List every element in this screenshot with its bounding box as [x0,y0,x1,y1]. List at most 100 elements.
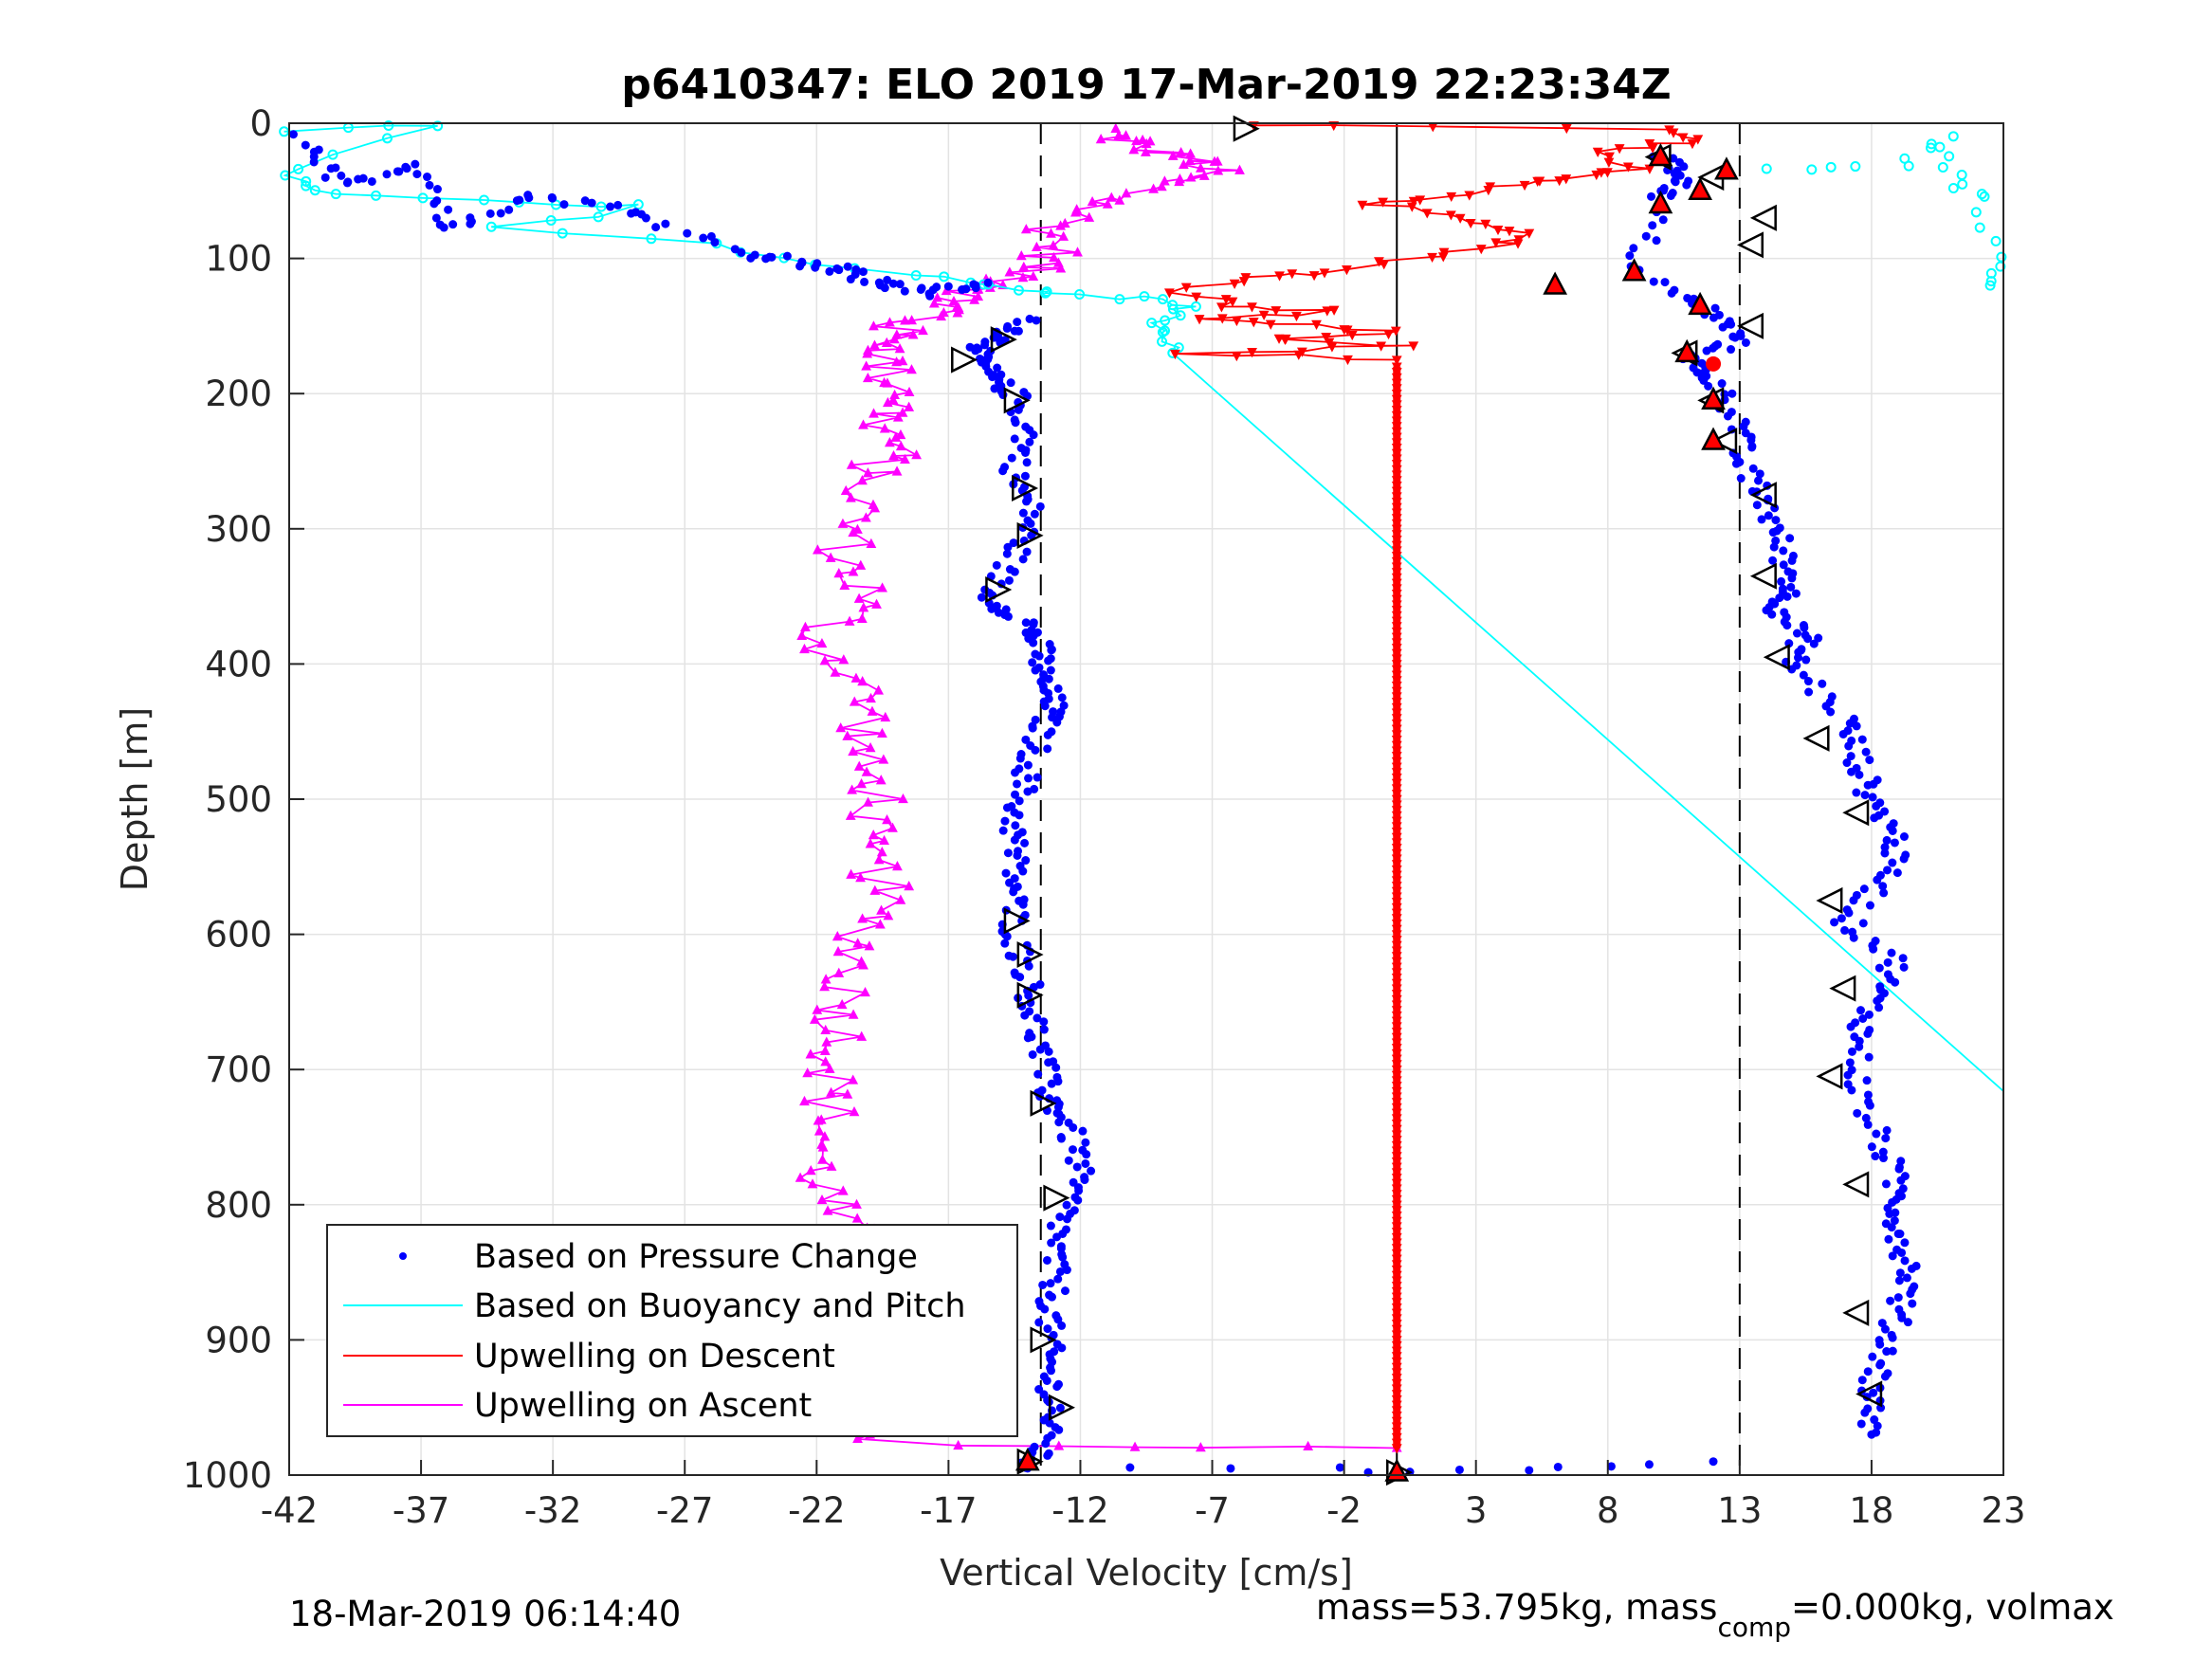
pressure-change-point [1818,679,1827,688]
upwelling-descent-marker [1391,708,1402,719]
upwelling-descent-marker [1464,191,1475,201]
upwelling-descent-marker [1391,1428,1402,1438]
pressure-change-point [1755,469,1764,479]
upwelling-descent-marker [1391,1260,1402,1270]
pressure-change-point [1074,1186,1084,1195]
legend-pressure-marker [399,1252,407,1260]
pressure-change-point [1682,180,1691,190]
pressure-change-point [1799,670,1808,680]
pressure-change-point [1001,868,1011,878]
pressure-change-point [1845,719,1855,728]
pressure-change-point [1865,1101,1874,1110]
upwelling-descent-marker [1391,1038,1402,1048]
pressure-change-point [782,251,792,261]
upwelling-ascent-marker [895,894,906,904]
upwelling-descent-marker [1391,984,1402,994]
pressure-change-point [1899,831,1909,841]
upwelling-ascent-marker [858,959,868,970]
upwelling-ascent-marker [814,1125,825,1136]
upwelling-descent-marker [1591,170,1602,181]
pressure-change-point [1018,555,1028,564]
upwelling-descent-marker [1319,268,1330,279]
pressure-change-point [1718,322,1728,332]
upwelling-ascent-marker [848,1009,859,1019]
pressure-change-point [1872,1129,1881,1139]
pressure-change-point [1860,791,1870,800]
upwelling-ascent-marker [846,459,857,469]
pressure-change-point [1857,1376,1867,1385]
upwelling-ascent-marker [848,526,859,538]
upwelling-ascent-marker [832,931,843,941]
upwelling-ascent-marker [1110,122,1122,133]
upwelling-descent-marker [1391,686,1402,697]
upwelling-ascent-marker [1102,198,1113,209]
pressure-change-point [977,592,986,602]
upwelling-descent-marker [1622,162,1634,173]
buoyancy-marker [1175,310,1186,321]
upwelling-descent-marker [1391,1270,1402,1281]
upwelling-descent-marker [1445,210,1456,221]
buoyancy-marker [1937,162,1948,173]
upwelling-ascent-marker [865,742,876,753]
upwelling-ascent-marker [822,1205,833,1215]
upwelling-ascent-marker [813,1115,824,1125]
upwelling-ascent-marker [890,431,902,442]
buoyancy-marker [1990,235,2002,246]
buoyancy-marker [1190,301,1201,312]
upwelling-ascent-marker [1176,146,1187,157]
pressure-change-point [1011,768,1020,777]
buoyancy-marker [1957,178,1968,190]
upwelling-ascent-marker [846,492,856,502]
pressure-change-point [1044,1047,1053,1056]
pressure-change-point [309,157,319,167]
pressure-change-point [1709,313,1718,322]
upwelling-descent-marker [1391,536,1402,546]
pressure-change-point [1053,1315,1063,1324]
pressure-change-point [1072,1162,1082,1172]
upwelling-ascent-marker [1167,150,1179,160]
upwelling-ascent-marker [805,1048,816,1059]
y-tick-label: 200 [205,374,272,414]
upwelling-ascent-marker [833,967,845,977]
pressure-change-point [699,233,708,243]
pressure-change-point [1660,278,1670,287]
pressure-change-point [1053,1274,1063,1284]
pressure-change-point [1757,515,1766,524]
pressure-change-point [825,266,834,276]
x-tick-label: -17 [920,1490,977,1531]
pressure-change-point [1040,702,1050,711]
pressure-change-point [1022,497,1032,506]
upwelling-descent-marker [1677,133,1689,143]
pressure-change-point [1032,316,1041,325]
x-tick-label: 8 [1597,1490,1619,1531]
pressure-change-point [326,164,336,173]
upwelling-descent-marker [1247,348,1257,358]
pressure-change-point [917,283,926,293]
upwelling-ascent-marker [855,559,867,570]
pressure-change-point [1629,244,1638,253]
upwelling-descent-marker [1191,292,1202,302]
buoyancy-marker [1934,141,1946,153]
y-tick-label: 400 [205,644,272,684]
pressure-change-point [1768,528,1778,538]
pressure-change-point [1044,656,1053,665]
pressure-change-point [1040,1304,1050,1314]
pressure-change-point [1020,838,1030,848]
pressure-change-point [1895,1268,1905,1278]
x-tick-label: -32 [524,1490,581,1531]
upwelling-descent-marker [1391,1054,1402,1065]
upwelling-ascent-marker [848,745,859,757]
upwelling-descent-marker [1391,828,1402,838]
upwelling-ascent-marker [1070,207,1081,217]
pressure-change-point [1021,618,1031,628]
upwelling-descent-marker [1271,306,1282,317]
upwelling-descent-marker [1391,714,1402,724]
upwelling-descent-marker [1391,730,1402,740]
upwelling-ascent-marker [1095,133,1106,144]
upwelling-ascent-marker [1004,266,1015,277]
upwelling-descent-marker [1391,1124,1402,1135]
buoyancy-marker [632,199,644,210]
pressure-change-point [1768,556,1778,565]
upwelling-ascent-marker [849,696,860,706]
pressure-change-point [1005,878,1015,887]
